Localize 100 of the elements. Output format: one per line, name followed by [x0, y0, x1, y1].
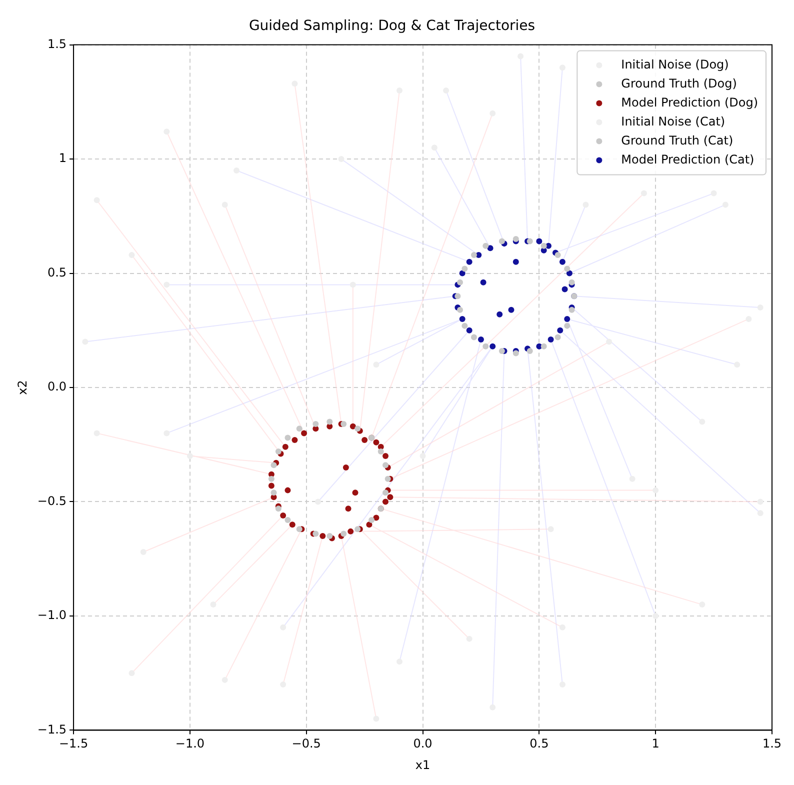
point: [270, 462, 277, 468]
point: [352, 490, 358, 496]
point: [268, 482, 274, 489]
point: [559, 624, 566, 630]
y-tick-label: 0.0: [47, 380, 67, 394]
point: [554, 334, 561, 340]
point: [699, 418, 706, 425]
point: [292, 437, 298, 444]
x-tick-label: 0.5: [530, 736, 549, 751]
point: [373, 716, 380, 722]
point: [557, 327, 564, 334]
point: [340, 530, 347, 537]
point: [128, 670, 135, 676]
legend-label: Model Prediction (Cat): [621, 152, 754, 166]
point: [384, 476, 391, 482]
point: [470, 334, 477, 340]
point: [268, 476, 274, 482]
point: [512, 350, 519, 356]
point: [540, 242, 547, 249]
point: [496, 311, 503, 318]
point: [301, 430, 308, 436]
x-axis-title: x1: [415, 758, 430, 772]
point: [652, 487, 659, 494]
point: [512, 236, 519, 242]
point: [559, 682, 566, 688]
point: [757, 510, 764, 516]
point: [722, 202, 728, 208]
point: [340, 421, 347, 428]
point: [296, 426, 302, 432]
point: [746, 316, 752, 322]
point: [282, 444, 288, 450]
x-tick-label: −0.5: [292, 736, 321, 751]
y-axis-title: x2: [15, 380, 30, 395]
point: [362, 437, 368, 444]
point: [564, 316, 570, 322]
point: [559, 64, 566, 71]
point: [315, 498, 321, 505]
point: [457, 306, 464, 313]
point: [284, 487, 291, 494]
x-tick-label: 1.5: [762, 736, 782, 751]
point: [382, 498, 389, 505]
point: [312, 530, 319, 537]
point: [490, 343, 496, 350]
y-tick-label: 0.5: [47, 265, 67, 280]
point: [508, 306, 514, 313]
point: [554, 252, 561, 258]
y-tick-label: 1.5: [47, 36, 67, 51]
point: [164, 282, 170, 288]
point: [396, 87, 402, 94]
point: [373, 362, 380, 368]
point: [128, 252, 135, 258]
point: [757, 304, 764, 311]
point: [699, 602, 706, 608]
point: [548, 336, 554, 343]
point: [478, 336, 484, 343]
point: [284, 434, 291, 441]
point: [652, 612, 659, 619]
point: [164, 430, 170, 436]
point: [459, 316, 466, 322]
point: [164, 128, 170, 135]
point: [350, 282, 356, 288]
point: [373, 514, 380, 521]
point: [345, 506, 352, 512]
point: [443, 87, 450, 94]
legend-label: Initial Noise (Dog): [621, 57, 729, 72]
point: [296, 526, 302, 532]
point: [350, 423, 356, 430]
point: [275, 506, 282, 512]
point: [186, 453, 193, 460]
point: [470, 252, 477, 258]
point: [234, 167, 240, 174]
point: [457, 279, 464, 286]
point: [396, 658, 402, 665]
point: [292, 80, 298, 87]
point: [320, 533, 326, 540]
point: [342, 464, 349, 470]
point: [284, 517, 291, 524]
point: [498, 238, 505, 244]
point: [564, 266, 570, 272]
point: [348, 528, 354, 534]
point: [222, 202, 228, 208]
point: [382, 453, 389, 460]
point: [280, 682, 286, 688]
point: [540, 343, 547, 350]
point: [487, 245, 494, 252]
point: [420, 453, 426, 460]
point: [482, 242, 489, 249]
x-tick-label: −1.5: [58, 736, 88, 751]
legend-label: Model Prediction (Dog): [621, 95, 758, 110]
y-tick-label: −0.5: [37, 494, 67, 508]
point: [734, 362, 740, 368]
point: [490, 704, 496, 710]
point: [480, 279, 486, 286]
point: [326, 418, 333, 425]
point: [606, 338, 612, 345]
point: [338, 156, 344, 162]
point: [564, 322, 570, 329]
point: [140, 548, 146, 555]
point: [312, 421, 319, 428]
point: [289, 522, 296, 528]
